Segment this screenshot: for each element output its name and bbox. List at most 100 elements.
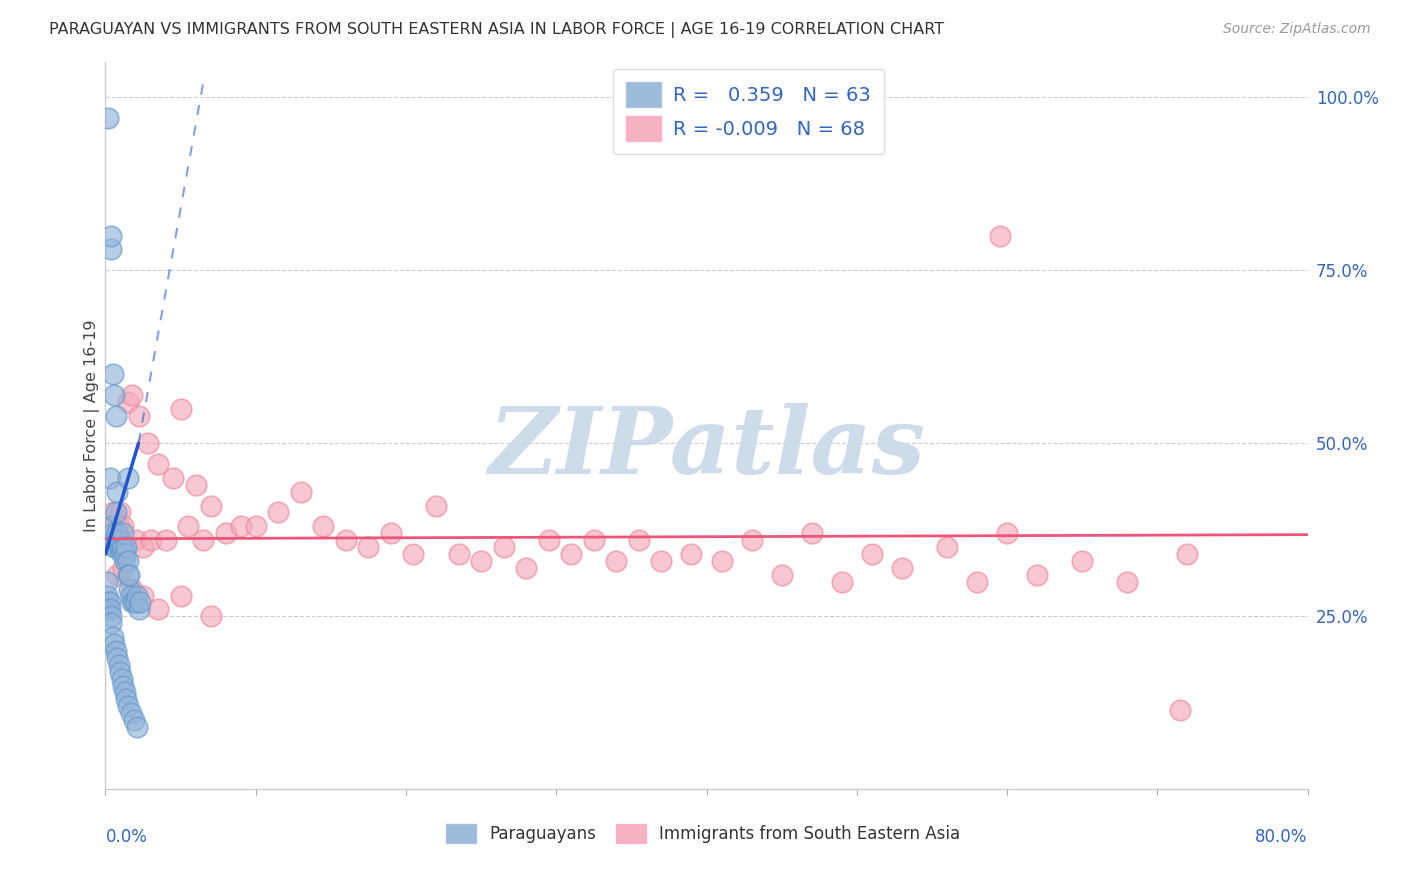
Point bbox=[110, 533, 132, 548]
Y-axis label: In Labor Force | Age 16-19: In Labor Force | Age 16-19 bbox=[83, 319, 100, 533]
Point bbox=[120, 706, 142, 721]
Point bbox=[98, 471, 121, 485]
Point bbox=[1168, 703, 1191, 717]
Point bbox=[132, 589, 155, 603]
Text: ZIPatlas: ZIPatlas bbox=[488, 403, 925, 492]
Point bbox=[100, 243, 122, 257]
Point bbox=[100, 228, 122, 243]
Point bbox=[108, 519, 131, 533]
Point bbox=[200, 609, 222, 624]
Point bbox=[101, 630, 124, 644]
Text: PARAGUAYAN VS IMMIGRANTS FROM SOUTH EASTERN ASIA IN LABOR FORCE | AGE 16-19 CORR: PARAGUAYAN VS IMMIGRANTS FROM SOUTH EAST… bbox=[49, 22, 945, 38]
Point bbox=[537, 533, 560, 548]
Point bbox=[177, 519, 200, 533]
Point bbox=[831, 574, 853, 589]
Point bbox=[936, 540, 959, 554]
Point bbox=[128, 602, 150, 616]
Point bbox=[115, 540, 138, 554]
Point bbox=[100, 519, 122, 533]
Point bbox=[1175, 547, 1198, 561]
Point bbox=[890, 561, 912, 575]
Point bbox=[122, 595, 145, 609]
Point bbox=[117, 567, 139, 582]
Point bbox=[118, 567, 141, 582]
Point bbox=[112, 561, 135, 575]
Point bbox=[605, 554, 627, 568]
Point bbox=[139, 533, 162, 548]
Point bbox=[110, 665, 132, 679]
Point bbox=[124, 533, 146, 548]
Point bbox=[129, 595, 152, 609]
Point bbox=[110, 540, 132, 554]
Point bbox=[104, 644, 127, 658]
Point bbox=[560, 547, 582, 561]
Point bbox=[103, 637, 125, 651]
Point bbox=[146, 602, 169, 616]
Point bbox=[101, 526, 124, 541]
Point bbox=[108, 657, 131, 672]
Point bbox=[125, 589, 148, 603]
Point bbox=[103, 540, 125, 554]
Point bbox=[245, 519, 267, 533]
Point bbox=[104, 540, 127, 554]
Point bbox=[101, 506, 124, 520]
Point bbox=[107, 651, 129, 665]
Point bbox=[995, 526, 1018, 541]
Point bbox=[582, 533, 605, 548]
Point bbox=[191, 533, 214, 548]
Point bbox=[146, 457, 169, 471]
Point bbox=[627, 533, 650, 548]
Point bbox=[112, 540, 135, 554]
Point bbox=[117, 394, 139, 409]
Point bbox=[96, 589, 118, 603]
Point bbox=[132, 540, 155, 554]
Point bbox=[100, 616, 122, 631]
Point bbox=[425, 499, 447, 513]
Point bbox=[98, 602, 121, 616]
Point bbox=[111, 672, 134, 686]
Point bbox=[966, 574, 988, 589]
Point bbox=[97, 602, 120, 616]
Point bbox=[184, 477, 207, 491]
Point bbox=[118, 582, 141, 596]
Point bbox=[97, 111, 120, 125]
Point bbox=[114, 685, 136, 699]
Point bbox=[122, 713, 145, 727]
Point bbox=[107, 484, 129, 499]
Point bbox=[107, 533, 129, 548]
Point bbox=[117, 554, 139, 568]
Point bbox=[111, 540, 134, 554]
Point bbox=[114, 540, 136, 554]
Point bbox=[96, 574, 118, 589]
Point bbox=[115, 692, 138, 706]
Point bbox=[357, 540, 380, 554]
Point bbox=[104, 526, 127, 541]
Point bbox=[114, 547, 136, 561]
Point bbox=[650, 554, 672, 568]
Point bbox=[710, 554, 733, 568]
Point bbox=[155, 533, 177, 548]
Point bbox=[107, 533, 129, 548]
Point bbox=[681, 547, 703, 561]
Point bbox=[101, 367, 124, 381]
Point bbox=[290, 484, 312, 499]
Point bbox=[120, 589, 142, 603]
Point bbox=[114, 554, 136, 568]
Point bbox=[121, 388, 143, 402]
Text: 80.0%: 80.0% bbox=[1256, 828, 1308, 846]
Point bbox=[770, 567, 793, 582]
Text: 0.0%: 0.0% bbox=[105, 828, 148, 846]
Point bbox=[97, 595, 120, 609]
Point bbox=[800, 526, 823, 541]
Point bbox=[136, 436, 159, 450]
Point bbox=[125, 720, 148, 734]
Point bbox=[162, 471, 184, 485]
Point bbox=[108, 533, 131, 548]
Point bbox=[104, 409, 127, 423]
Point bbox=[169, 401, 191, 416]
Point bbox=[169, 589, 191, 603]
Point bbox=[335, 533, 357, 548]
Point bbox=[128, 409, 150, 423]
Point bbox=[110, 540, 132, 554]
Point bbox=[1071, 554, 1094, 568]
